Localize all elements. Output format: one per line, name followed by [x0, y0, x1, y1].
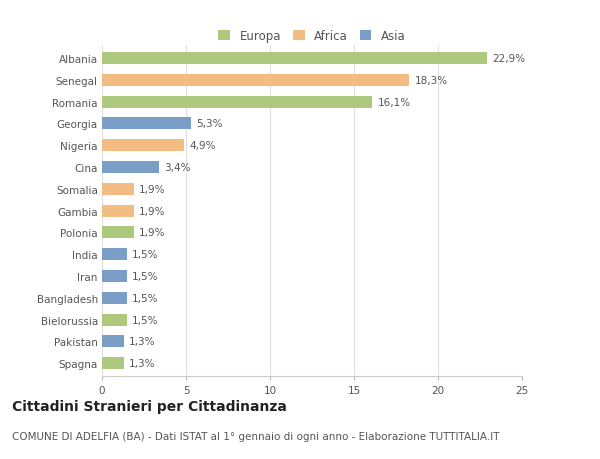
Text: Cittadini Stranieri per Cittadinanza: Cittadini Stranieri per Cittadinanza — [12, 399, 287, 413]
Bar — [102, 75, 409, 87]
Bar — [102, 53, 487, 65]
Text: 1,5%: 1,5% — [132, 250, 159, 260]
Text: 1,9%: 1,9% — [139, 206, 166, 216]
Text: 1,9%: 1,9% — [139, 228, 166, 238]
Bar — [102, 162, 159, 174]
Bar — [102, 140, 184, 152]
Bar — [102, 184, 134, 196]
Bar — [102, 314, 127, 326]
Bar — [102, 270, 127, 282]
Legend: Europa, Africa, Asia: Europa, Africa, Asia — [214, 25, 410, 48]
Text: 4,9%: 4,9% — [190, 141, 216, 151]
Bar — [102, 358, 124, 369]
Text: 1,3%: 1,3% — [129, 358, 155, 368]
Text: 1,5%: 1,5% — [132, 315, 159, 325]
Bar — [102, 118, 191, 130]
Text: 1,9%: 1,9% — [139, 185, 166, 195]
Text: 22,9%: 22,9% — [492, 54, 525, 64]
Bar — [102, 336, 124, 347]
Text: 3,4%: 3,4% — [164, 162, 191, 173]
Bar — [102, 96, 373, 108]
Bar — [102, 205, 134, 217]
Text: 16,1%: 16,1% — [377, 97, 410, 107]
Bar — [102, 227, 134, 239]
Text: 1,5%: 1,5% — [132, 271, 159, 281]
Text: 1,5%: 1,5% — [132, 293, 159, 303]
Bar — [102, 249, 127, 261]
Text: 1,3%: 1,3% — [129, 336, 155, 347]
Bar — [102, 292, 127, 304]
Text: 18,3%: 18,3% — [415, 76, 448, 86]
Text: 5,3%: 5,3% — [196, 119, 223, 129]
Text: COMUNE DI ADELFIA (BA) - Dati ISTAT al 1° gennaio di ogni anno - Elaborazione TU: COMUNE DI ADELFIA (BA) - Dati ISTAT al 1… — [12, 431, 499, 442]
